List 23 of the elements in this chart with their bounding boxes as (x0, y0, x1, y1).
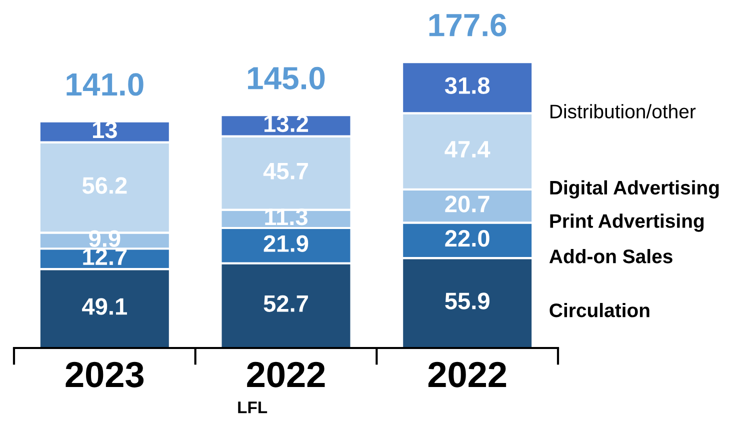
series-label: Digital Advertising (550, 180, 719, 199)
x-tick-label: 2022 LFL (238, 362, 325, 414)
data-label: 45.7 (263, 162, 308, 180)
data-label: 52.7 (264, 295, 308, 312)
x-tick-label: 2022 (428, 362, 506, 388)
data-label: 31.8 (444, 77, 490, 94)
series-label: Circulation (550, 302, 650, 318)
x-tick-label: 2023 (66, 362, 144, 388)
data-label: 13 (93, 121, 117, 138)
series-label: Distribution/other (550, 104, 696, 118)
data-label: 21.9 (264, 235, 308, 252)
data-label: 49.1 (82, 298, 127, 315)
data-label: 22.0 (445, 230, 490, 247)
data-label: 13.2 (264, 115, 308, 132)
data-label: 55.9 (445, 292, 490, 310)
total-label: 177.6 (429, 14, 506, 36)
series-label: Print Advertising (550, 214, 704, 232)
data-label: 56.2 (82, 177, 127, 194)
data-label: 47.4 (444, 141, 490, 158)
total-label: 145.0 (248, 66, 325, 90)
series-label: Add-on Sales (549, 249, 672, 264)
data-label: 20.7 (445, 196, 490, 212)
total-label: 141.0 (66, 73, 144, 96)
